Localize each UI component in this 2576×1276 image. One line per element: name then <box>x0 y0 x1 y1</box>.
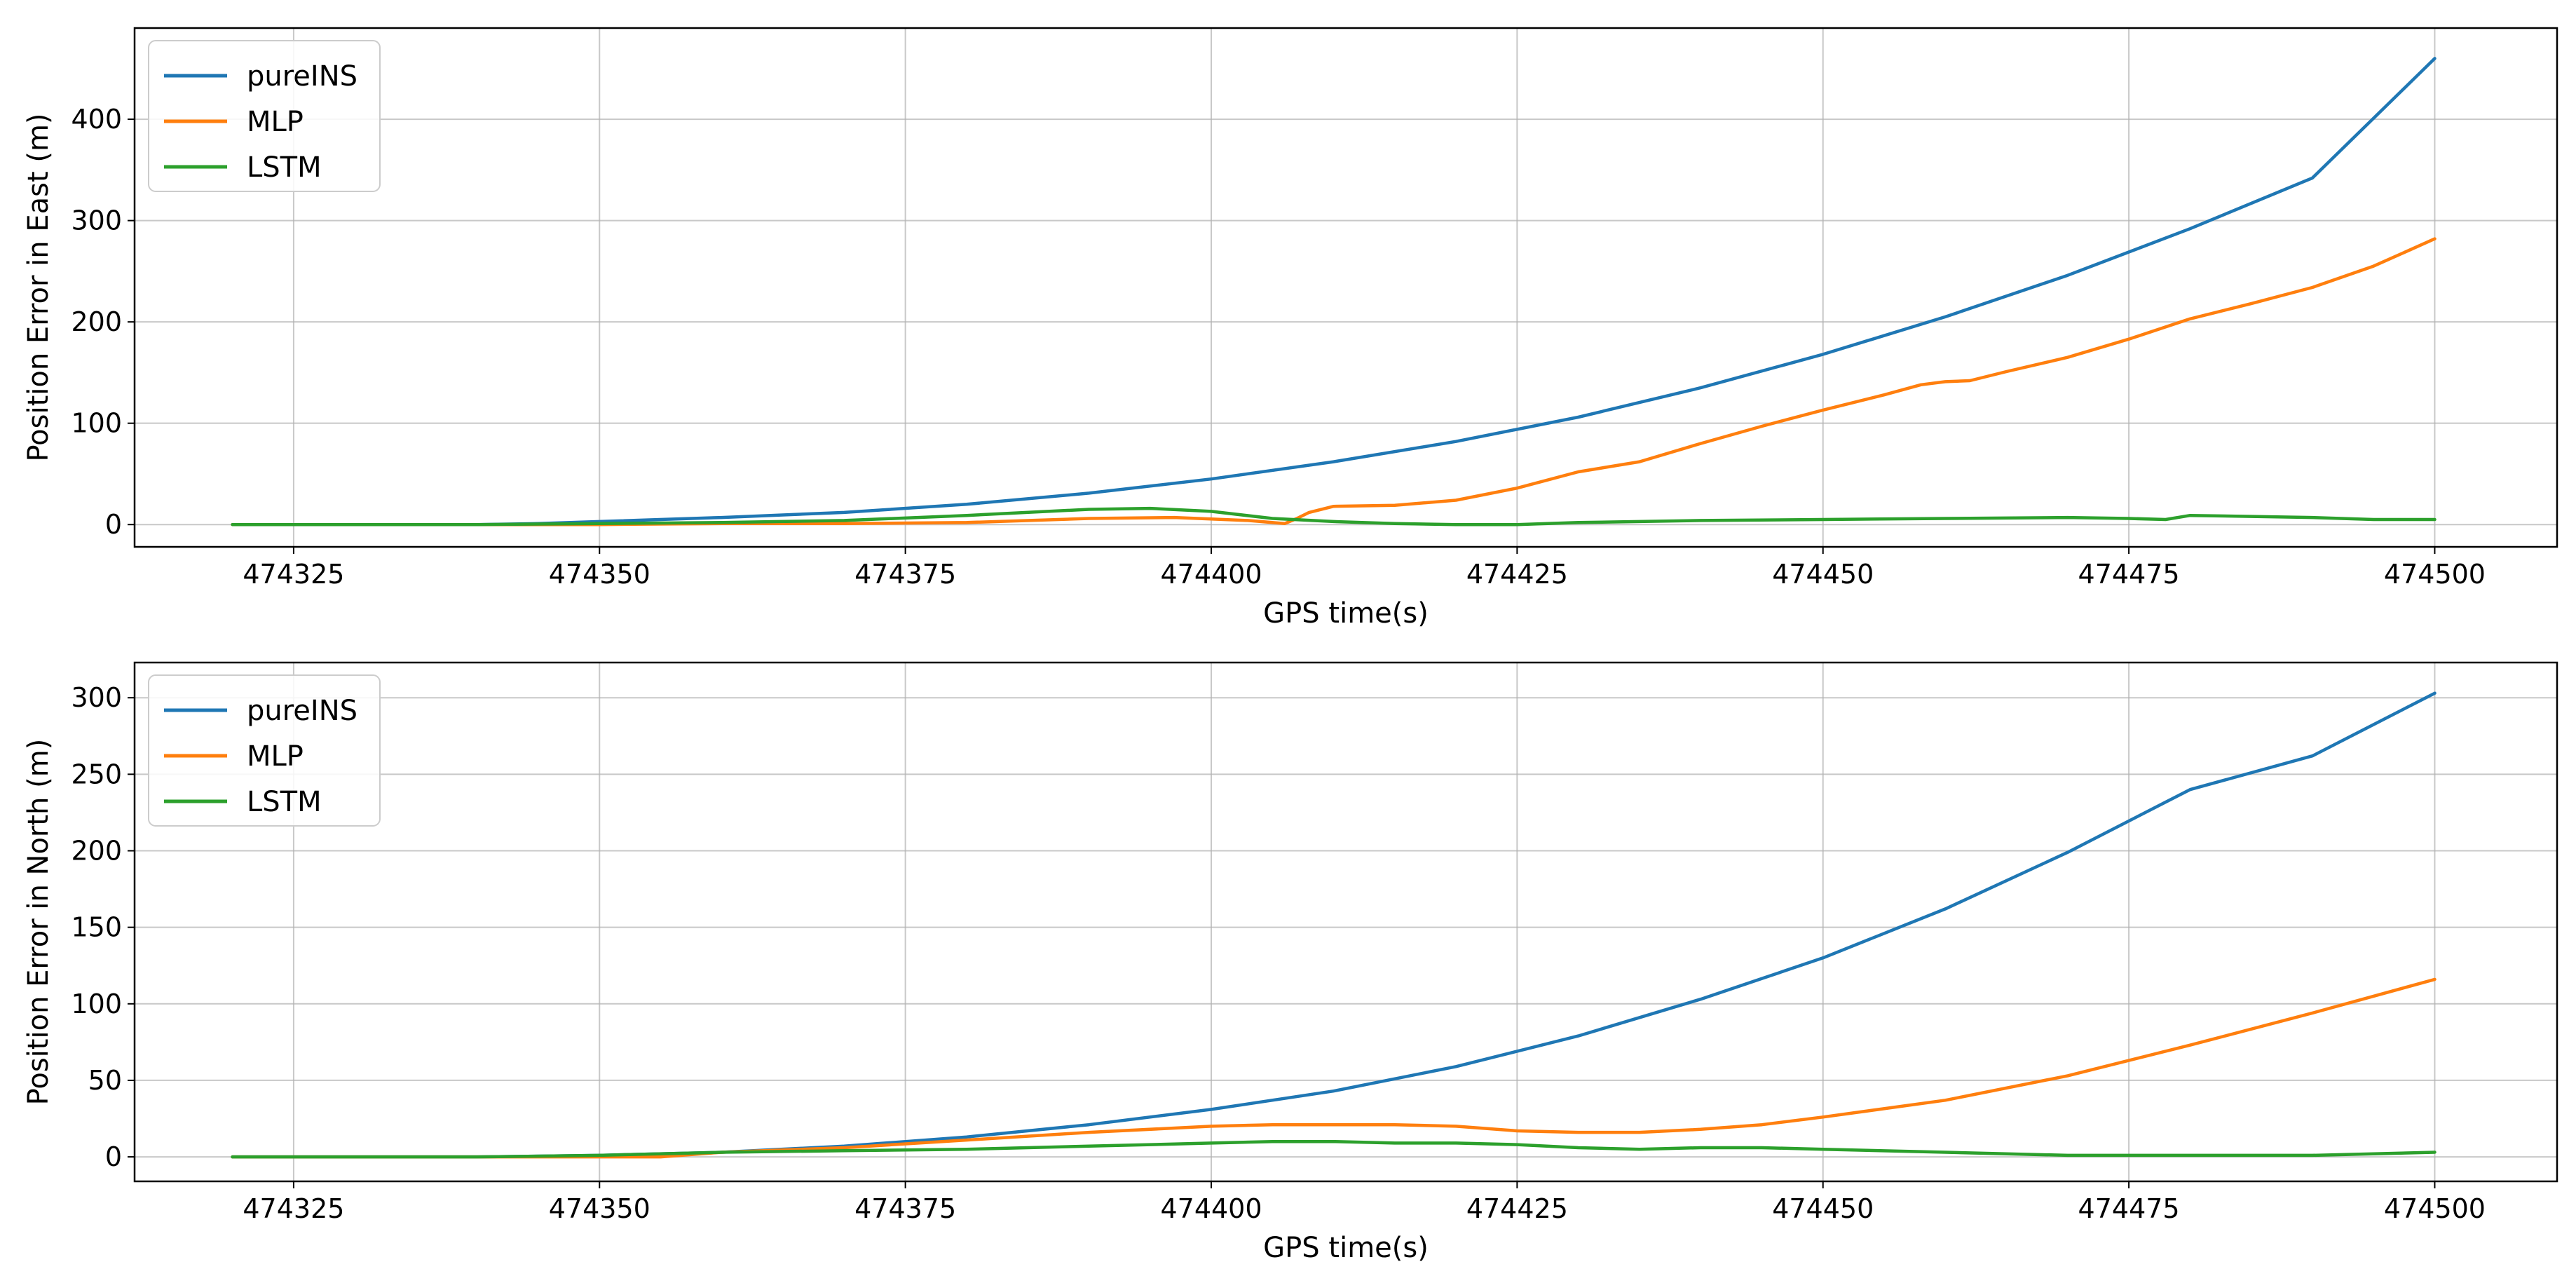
y-tick-label: 0 <box>105 1141 122 1172</box>
x-tick-label: 474375 <box>854 1193 956 1224</box>
legend-label: MLP <box>247 740 304 773</box>
x-axis-label: GPS time(s) <box>1263 1232 1429 1264</box>
y-tick-label: 100 <box>71 408 122 439</box>
east-error-chart: 474325 474350 474375 474400 474425 474450 4744… <box>22 27 2558 630</box>
legend-item-mlp: MLP <box>164 740 304 773</box>
x-tick-label: 474375 <box>854 559 956 590</box>
x-tick-label: 474425 <box>1466 559 1568 590</box>
legend: pureINS MLP LSTM <box>148 674 381 827</box>
y-tick-label: 400 <box>71 104 122 135</box>
x-tick-label: 474325 <box>243 1193 344 1224</box>
axes-frame <box>133 27 2558 548</box>
legend-label: LSTM <box>247 786 322 818</box>
x-tick-label: 474450 <box>1772 1193 1874 1224</box>
y-tick-label: 300 <box>71 682 122 713</box>
series-line-pureins <box>231 57 2437 527</box>
legend-item-pureins: pureINS <box>164 60 357 93</box>
y-tick-label: 100 <box>71 989 122 1019</box>
y-tick-label: 250 <box>71 759 122 789</box>
y-tick-label: 150 <box>71 912 122 943</box>
x-tick-label: 474500 <box>2384 1193 2486 1224</box>
x-tick-label: 474325 <box>243 559 344 590</box>
y-axis-label: Position Error in North (m) <box>22 739 55 1106</box>
series-line-mlp <box>231 237 2437 527</box>
x-tick-label: 474350 <box>549 559 650 590</box>
legend-label: pureINS <box>247 695 357 727</box>
x-tick-label: 474400 <box>1160 559 1262 590</box>
y-tick-label: 200 <box>71 306 122 337</box>
x-axis-label: GPS time(s) <box>1263 597 1429 630</box>
series-line-lstm <box>231 506 2437 527</box>
legend: pureINS MLP LSTM <box>148 40 381 192</box>
y-tick-label: 300 <box>71 205 122 236</box>
y-axis-label: Position Error in East (m) <box>22 113 55 461</box>
x-tick-label: 474425 <box>1466 1193 1568 1224</box>
x-tick-label: 474475 <box>2078 559 2180 590</box>
legend-box <box>148 40 381 192</box>
legend-label: MLP <box>247 106 304 138</box>
x-tick-label: 474475 <box>2078 1193 2180 1224</box>
plot-area <box>135 28 2557 547</box>
legend-label: pureINS <box>247 60 357 93</box>
legend-item-lstm: LSTM <box>164 786 322 818</box>
plot-area <box>135 663 2557 1181</box>
legend-label: LSTM <box>247 151 322 184</box>
y-tick-label: 0 <box>105 509 122 540</box>
y-tick-label: 200 <box>71 835 122 866</box>
x-tick-label: 474350 <box>549 1193 650 1224</box>
x-tick-label: 474500 <box>2384 559 2486 590</box>
x-tick-label: 474450 <box>1772 559 1874 590</box>
legend-item-mlp: MLP <box>164 106 304 138</box>
legend-box <box>148 674 381 827</box>
series-line-lstm <box>231 1139 2437 1159</box>
legend-item-lstm: LSTM <box>164 151 322 184</box>
axes-frame <box>133 661 2558 1183</box>
legend-item-pureins: pureINS <box>164 695 357 727</box>
x-tick-label: 474400 <box>1160 1193 1262 1224</box>
north-error-chart: 474325 474350 474375 474400 474425 474450 4744… <box>22 661 2558 1264</box>
y-tick-label: 50 <box>88 1065 122 1096</box>
